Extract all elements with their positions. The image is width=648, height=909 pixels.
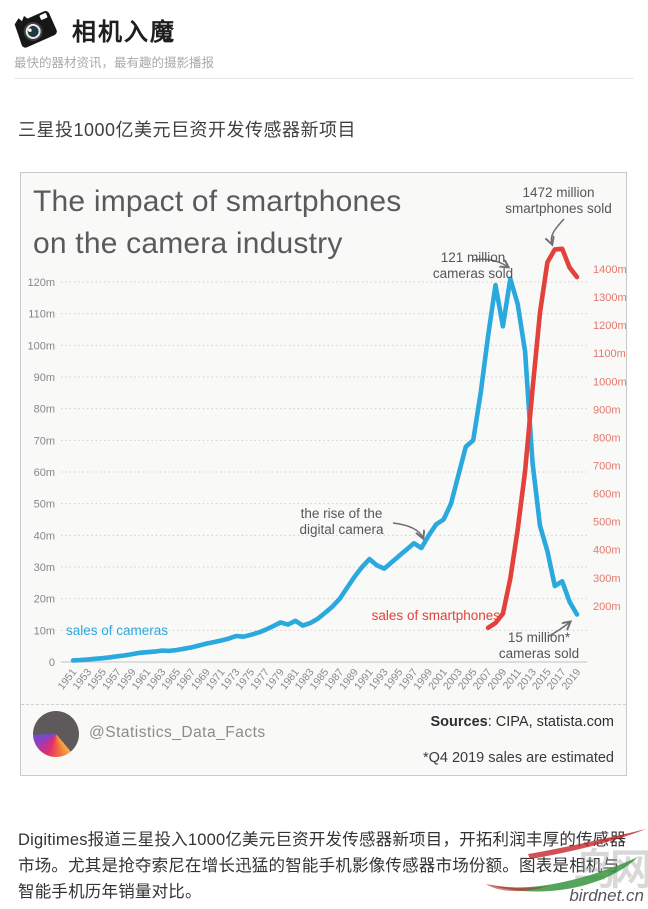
- annotation-smartphones-peak: 1472 million smartphones sold: [505, 185, 612, 216]
- card-footer-divider: [21, 704, 626, 705]
- chart-title-line1: The impact of smartphones: [33, 185, 402, 218]
- arrow-smartphones-peak: [551, 218, 565, 244]
- svg-text:30m: 30m: [34, 562, 55, 574]
- svg-text:1000m: 1000m: [593, 376, 626, 388]
- svg-text:800m: 800m: [593, 432, 621, 444]
- sources-value: : CIPA, statista.com: [487, 714, 614, 730]
- svg-text:1100m: 1100m: [593, 348, 626, 360]
- svg-text:40m: 40m: [34, 530, 55, 542]
- svg-text:300m: 300m: [593, 573, 621, 585]
- sources-label: Sources: [430, 714, 488, 730]
- chart-title-line2: on the camera industry: [33, 227, 343, 260]
- annotation-cameras-end: 15 million* cameras sold: [498, 630, 580, 661]
- svg-text:1400m: 1400m: [593, 264, 626, 276]
- svg-text:500m: 500m: [593, 517, 621, 529]
- svg-text:1300m: 1300m: [593, 292, 626, 304]
- article-title[interactable]: 三星投1000亿美元巨资开发传感器新项目: [18, 120, 357, 140]
- site-tagline: 最快的器材资讯，最有趣的摄影播报: [14, 56, 215, 70]
- svg-text:10m: 10m: [34, 625, 55, 637]
- author-handle: @Statistics_Data_Facts: [89, 724, 266, 741]
- estimate-note: *Q4 2019 sales are estimated: [422, 750, 614, 766]
- annotation-cameras-peak: 121 million cameras sold: [432, 250, 514, 281]
- svg-text:900m: 900m: [593, 404, 621, 416]
- svg-text:60m: 60m: [34, 467, 55, 479]
- arrow-cameras-peak: [472, 258, 508, 267]
- svg-text:100m: 100m: [27, 340, 55, 352]
- svg-text:70m: 70m: [34, 435, 55, 447]
- infographic-image[interactable]: The impact of smartphones on the camera …: [20, 172, 627, 776]
- svg-text:110m: 110m: [28, 309, 55, 321]
- svg-text:700m: 700m: [593, 461, 621, 473]
- svg-text:80m: 80m: [34, 404, 55, 416]
- svg-text:20m: 20m: [34, 594, 55, 606]
- arrow-cameras-end: [548, 622, 570, 637]
- svg-text:120m: 120m: [27, 277, 55, 289]
- chart-title: The impact of smartphones on the camera …: [33, 181, 402, 265]
- header-divider: [14, 78, 634, 79]
- sources-line: Sources: CIPA, statista.com: [431, 714, 614, 730]
- annotation-digital-rise: the rise of the digital camera: [299, 506, 384, 537]
- svg-text:50m: 50m: [34, 499, 55, 511]
- svg-text:400m: 400m: [593, 545, 621, 557]
- svg-text:200m: 200m: [593, 601, 621, 613]
- camera-icon: [14, 10, 57, 48]
- svg-text:600m: 600m: [593, 489, 621, 501]
- camera-logo-icon[interactable]: [10, 6, 62, 50]
- arrow-digital-rise: [392, 522, 423, 538]
- pie-chart-logo-icon: [33, 711, 79, 757]
- site-title[interactable]: 相机入魔: [72, 19, 176, 46]
- svg-text:90m: 90m: [34, 372, 55, 384]
- series-label-smartphones: sales of smartphones: [371, 608, 500, 623]
- svg-text:1200m: 1200m: [593, 320, 626, 332]
- svg-text:0: 0: [49, 657, 55, 669]
- annotation-arrows: [392, 218, 626, 637]
- series-label-cameras: sales of cameras: [66, 623, 169, 638]
- article-body: Digitimes报道三星投入1000亿美元巨资开发传感器新项目，开拓利润丰厚的…: [18, 831, 627, 901]
- chart-plot: 0 10m 20m 30m 40m 50m 60m 70m 80m 90m 100m 110m 120m…: [27, 246, 626, 692]
